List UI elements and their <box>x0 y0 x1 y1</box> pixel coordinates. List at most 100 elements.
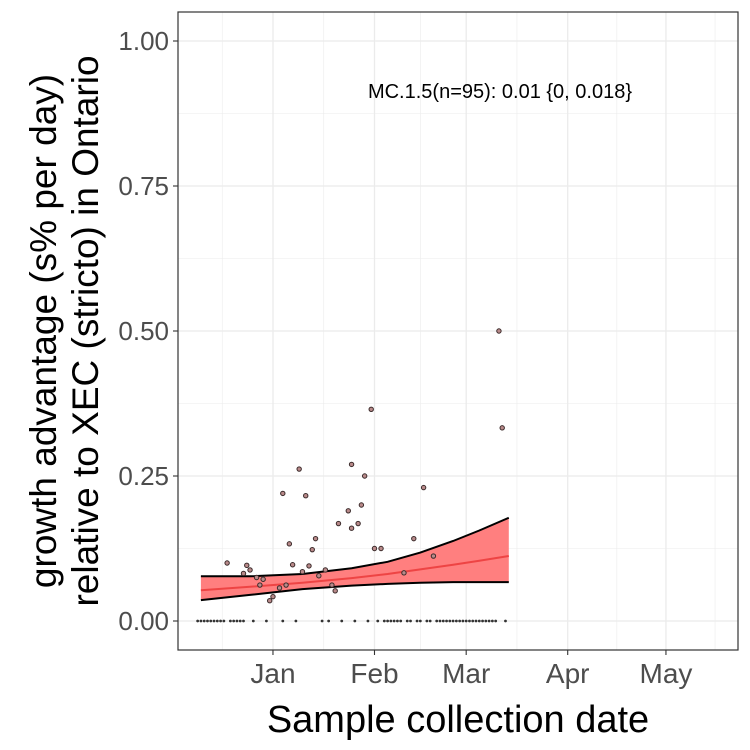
zero-point <box>382 619 386 623</box>
data-point <box>499 425 505 431</box>
zero-point <box>504 619 507 623</box>
zero-point <box>281 619 285 623</box>
zero-point <box>215 619 219 623</box>
zero-point <box>415 619 419 623</box>
data-point <box>306 563 312 569</box>
zero-point <box>212 619 216 623</box>
x-tick-label: Apr <box>546 658 590 689</box>
zero-point <box>238 619 242 623</box>
y-tick-label: 0.00 <box>118 606 169 636</box>
data-point <box>247 567 253 573</box>
zero-point <box>389 619 393 623</box>
data-point <box>348 461 355 468</box>
data-point <box>283 582 289 588</box>
zero-point <box>461 619 465 623</box>
x-tick-label: Feb <box>350 658 398 689</box>
zero-point <box>327 619 331 623</box>
ribbon-lower-edge <box>200 581 509 602</box>
zero-point <box>487 619 491 623</box>
data-point <box>329 582 335 588</box>
data-point <box>355 520 361 527</box>
data-point <box>286 541 293 547</box>
zero-point <box>320 619 324 623</box>
zero-point <box>477 619 481 623</box>
data-point <box>253 574 260 581</box>
data-point <box>345 508 351 514</box>
data-point <box>401 570 407 576</box>
zero-point <box>228 619 232 623</box>
zero-point <box>366 619 370 623</box>
zero-point <box>199 619 203 623</box>
zero-point <box>418 619 422 623</box>
data-point <box>257 582 263 588</box>
data-point <box>361 473 368 479</box>
zero-point <box>451 619 455 623</box>
data-point <box>289 562 296 568</box>
data-point <box>430 553 437 559</box>
data-point <box>270 593 276 600</box>
y-axis-title: growth advantage (s% per day) relative t… <box>23 55 106 606</box>
zero-point <box>490 619 494 623</box>
y-tick-label: 1.00 <box>118 26 169 56</box>
data-point <box>496 328 502 334</box>
zero-point <box>196 619 200 623</box>
zero-point <box>481 619 484 623</box>
zero-point <box>353 619 357 623</box>
data-point <box>368 406 374 412</box>
y-tick-label: 0.75 <box>118 171 169 201</box>
grid-major <box>178 12 738 650</box>
y-axis-title-line-2: relative to XEC (stricto) in Ontario <box>65 55 106 606</box>
data-point <box>299 569 306 575</box>
zero-point <box>458 619 462 623</box>
data-point <box>371 545 378 552</box>
fit-annotation: MC.1.5(n=95): 0.01 {0, 0.018} <box>368 81 632 103</box>
zero-point <box>206 619 209 623</box>
zero-point <box>428 619 432 623</box>
data-point <box>316 573 322 579</box>
y-axis-title-line-1: growth advantage (s% per day) <box>23 74 64 588</box>
zero-point <box>445 619 448 623</box>
zero-point <box>405 619 409 623</box>
data-point <box>335 520 342 527</box>
zero-point <box>386 619 389 623</box>
data-point <box>303 493 309 499</box>
zero-point <box>265 619 268 623</box>
zero-point <box>438 619 442 623</box>
zero-point <box>409 619 412 623</box>
zero-point <box>441 619 445 623</box>
zero-point <box>392 619 396 623</box>
zero-point <box>454 619 458 623</box>
zero-point <box>251 619 255 623</box>
data-point <box>312 535 319 542</box>
data-point <box>411 535 417 542</box>
data-point <box>260 576 266 582</box>
y-tick-label: 0.25 <box>118 461 169 491</box>
data-point <box>332 588 338 594</box>
y-axis: 0.00 0.25 0.50 0.75 1.00 <box>118 26 178 636</box>
data-point <box>322 567 329 573</box>
data-point <box>378 545 384 552</box>
zero-point <box>232 619 236 623</box>
zero-point <box>202 619 206 623</box>
zero-point <box>396 619 399 623</box>
data-point <box>224 560 230 566</box>
zero-point <box>294 619 298 623</box>
x-tick-label: Jan <box>250 658 295 689</box>
x-tick-label: May <box>640 658 693 689</box>
zero-point <box>219 619 222 623</box>
x-axis: Jan Feb Mar Apr May <box>250 650 692 689</box>
zero-point <box>464 619 468 623</box>
zero-point <box>425 619 429 623</box>
zero-point <box>222 619 226 623</box>
zero-point <box>448 619 452 623</box>
zero-point <box>474 619 478 623</box>
data-point <box>240 570 247 577</box>
zero-point <box>340 619 344 623</box>
x-axis-title: Sample collection date <box>267 699 649 741</box>
data-point <box>266 598 273 604</box>
confidence-ribbon <box>200 516 510 602</box>
zero-point <box>435 619 439 623</box>
zero-point <box>235 619 239 623</box>
data-points <box>196 328 507 623</box>
